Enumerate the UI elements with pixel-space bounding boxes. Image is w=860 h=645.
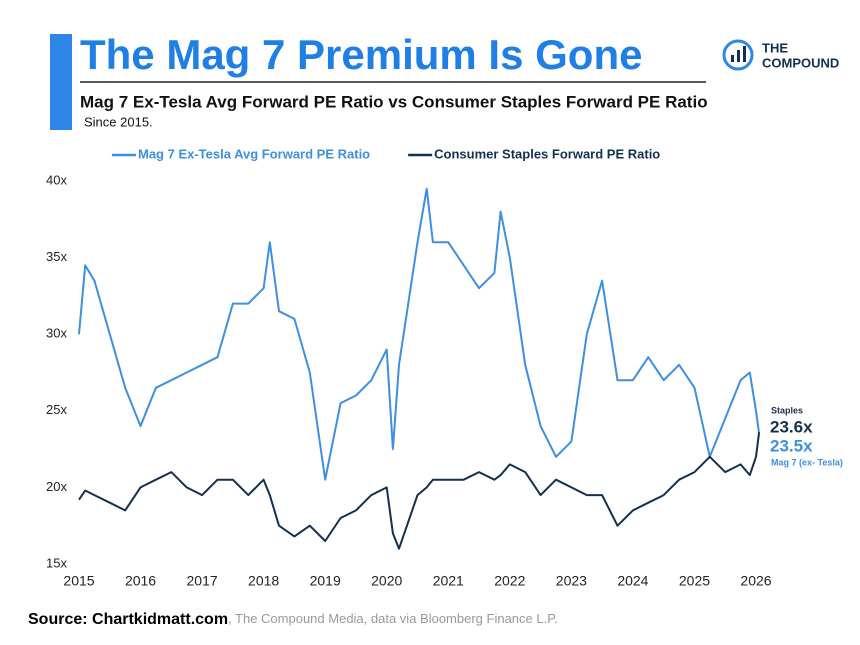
chart-title: The Mag 7 Premium Is Gone	[80, 31, 642, 78]
y-tick-label: 40x	[46, 172, 67, 187]
x-tick-label: 2017	[187, 573, 218, 589]
y-tick-label: 15x	[46, 555, 67, 570]
y-tick-label: 30x	[46, 326, 67, 341]
logo-text: THE	[762, 40, 788, 55]
x-tick-label: 2020	[371, 573, 402, 589]
logo-icon	[743, 46, 746, 62]
x-tick-label: 2021	[433, 573, 464, 589]
end-label-name: Staples	[771, 405, 803, 415]
logo-icon	[737, 50, 740, 62]
x-tick-label: 2024	[617, 573, 648, 589]
end-label-value: 23.6x	[770, 417, 813, 436]
source-bold: Source: Chartkidmatt.com	[28, 611, 228, 628]
logo-icon	[731, 55, 734, 62]
x-tick-label: 2019	[310, 573, 341, 589]
y-tick-label: 20x	[46, 479, 67, 494]
accent-bar	[50, 34, 72, 130]
series-line	[78, 187, 761, 481]
source: Source: Chartkidmatt.com, The Compound M…	[28, 611, 558, 628]
x-tick-label: 2022	[494, 573, 525, 589]
logo: THE COMPOUND	[722, 39, 839, 71]
chart-note: Since 2015.	[84, 114, 153, 129]
logo-text: COMPOUND	[762, 55, 839, 70]
x-tick-label: 2023	[556, 573, 587, 589]
y-tick-label: 25x	[46, 402, 67, 417]
y-tick-label: 35x	[46, 249, 67, 264]
x-tick-label: 2018	[248, 573, 279, 589]
logo-icon	[722, 39, 754, 71]
end-label-value: 23.5x	[770, 436, 813, 455]
chart-subtitle: Mag 7 Ex-Tesla Avg Forward PE Ratio vs C…	[80, 92, 708, 111]
end-label-name: Mag 7 (ex- Tesla)	[771, 457, 843, 467]
x-tick-label: 2015	[63, 573, 94, 589]
source-rest: , The Compound Media, data via Bloomberg…	[228, 611, 558, 626]
legend-label: Mag 7 Ex-Tesla Avg Forward PE Ratio	[138, 146, 370, 161]
x-tick-label: 2016	[125, 573, 156, 589]
series-line	[78, 432, 761, 550]
legend-label: Consumer Staples Forward PE Ratio	[434, 146, 660, 161]
x-tick-label: 2025	[679, 573, 710, 589]
x-tick-label: 2026	[740, 573, 771, 589]
